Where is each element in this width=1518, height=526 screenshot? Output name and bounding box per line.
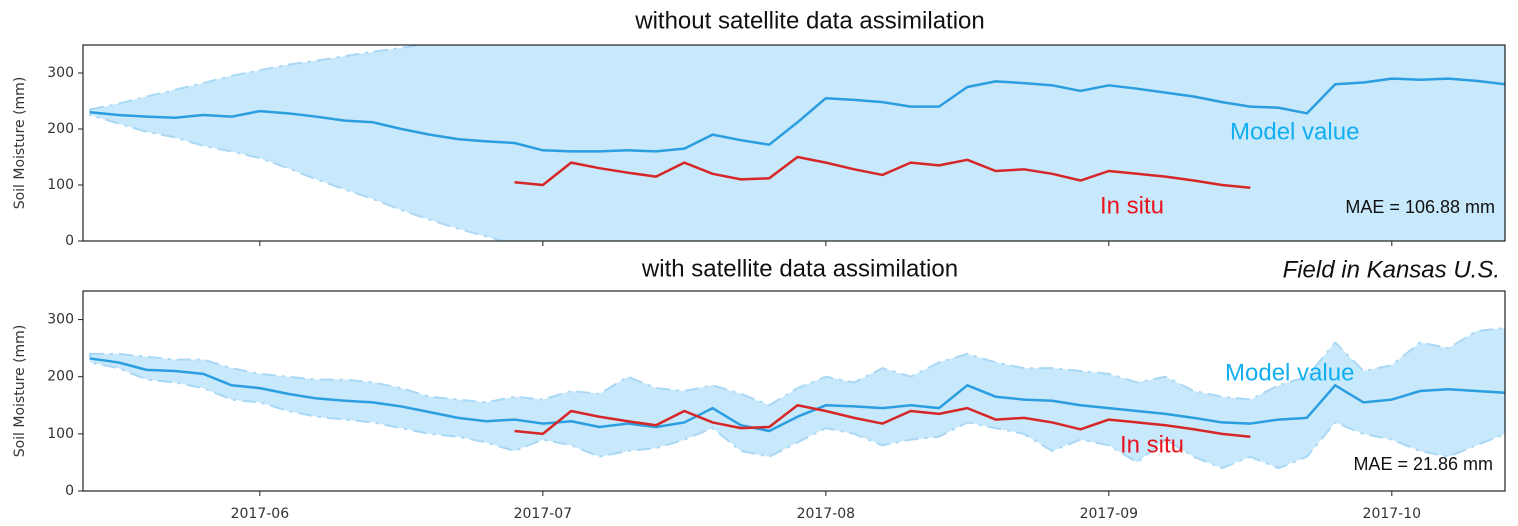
axes-frame xyxy=(82,290,1506,492)
x-tick-label: 2017-09 xyxy=(1080,506,1139,522)
annotation: Field in Kansas U.S. xyxy=(1283,256,1500,283)
y-tick-label: 200 xyxy=(47,121,74,137)
mae-label: MAE = 106.88 mm xyxy=(1345,197,1495,217)
y-tick-label: 300 xyxy=(47,65,74,81)
chart-title: without satellite data assimilation xyxy=(634,7,985,34)
series-label: In situ xyxy=(1100,192,1164,219)
x-tick-label: 2017-07 xyxy=(514,506,573,522)
series-line xyxy=(89,357,1505,433)
x-tick-label: 2017-08 xyxy=(797,506,856,522)
y-tick-label: 300 xyxy=(47,312,74,328)
uncertainty-band xyxy=(89,327,1505,470)
y-axis-label: Soil Moisture (mm) xyxy=(12,77,28,210)
series-label: In situ xyxy=(1120,431,1184,458)
y-tick-label: 100 xyxy=(47,177,74,193)
y-tick-label: 200 xyxy=(47,369,74,385)
series-line xyxy=(514,404,1251,438)
plot-area xyxy=(89,45,1505,241)
series-line xyxy=(89,77,1505,153)
y-tick-label: 100 xyxy=(47,426,74,442)
x-tick-label: 2017-06 xyxy=(231,506,290,522)
y-tick-label: 0 xyxy=(65,483,74,499)
mae-label: MAE = 21.86 mm xyxy=(1353,454,1493,474)
x-tick-label: 2017-10 xyxy=(1363,506,1422,522)
axes-frame xyxy=(82,44,1506,242)
series-line xyxy=(514,155,1251,190)
uncertainty-band xyxy=(89,45,1505,241)
series-label: Model value xyxy=(1230,118,1359,145)
y-tick-label: 0 xyxy=(65,233,74,249)
y-axis-label: Soil Moisture (mm) xyxy=(12,325,28,458)
plot-area xyxy=(89,327,1505,470)
series-label: Model value xyxy=(1225,359,1354,386)
chart-title: with satellite data assimilation xyxy=(641,255,958,282)
